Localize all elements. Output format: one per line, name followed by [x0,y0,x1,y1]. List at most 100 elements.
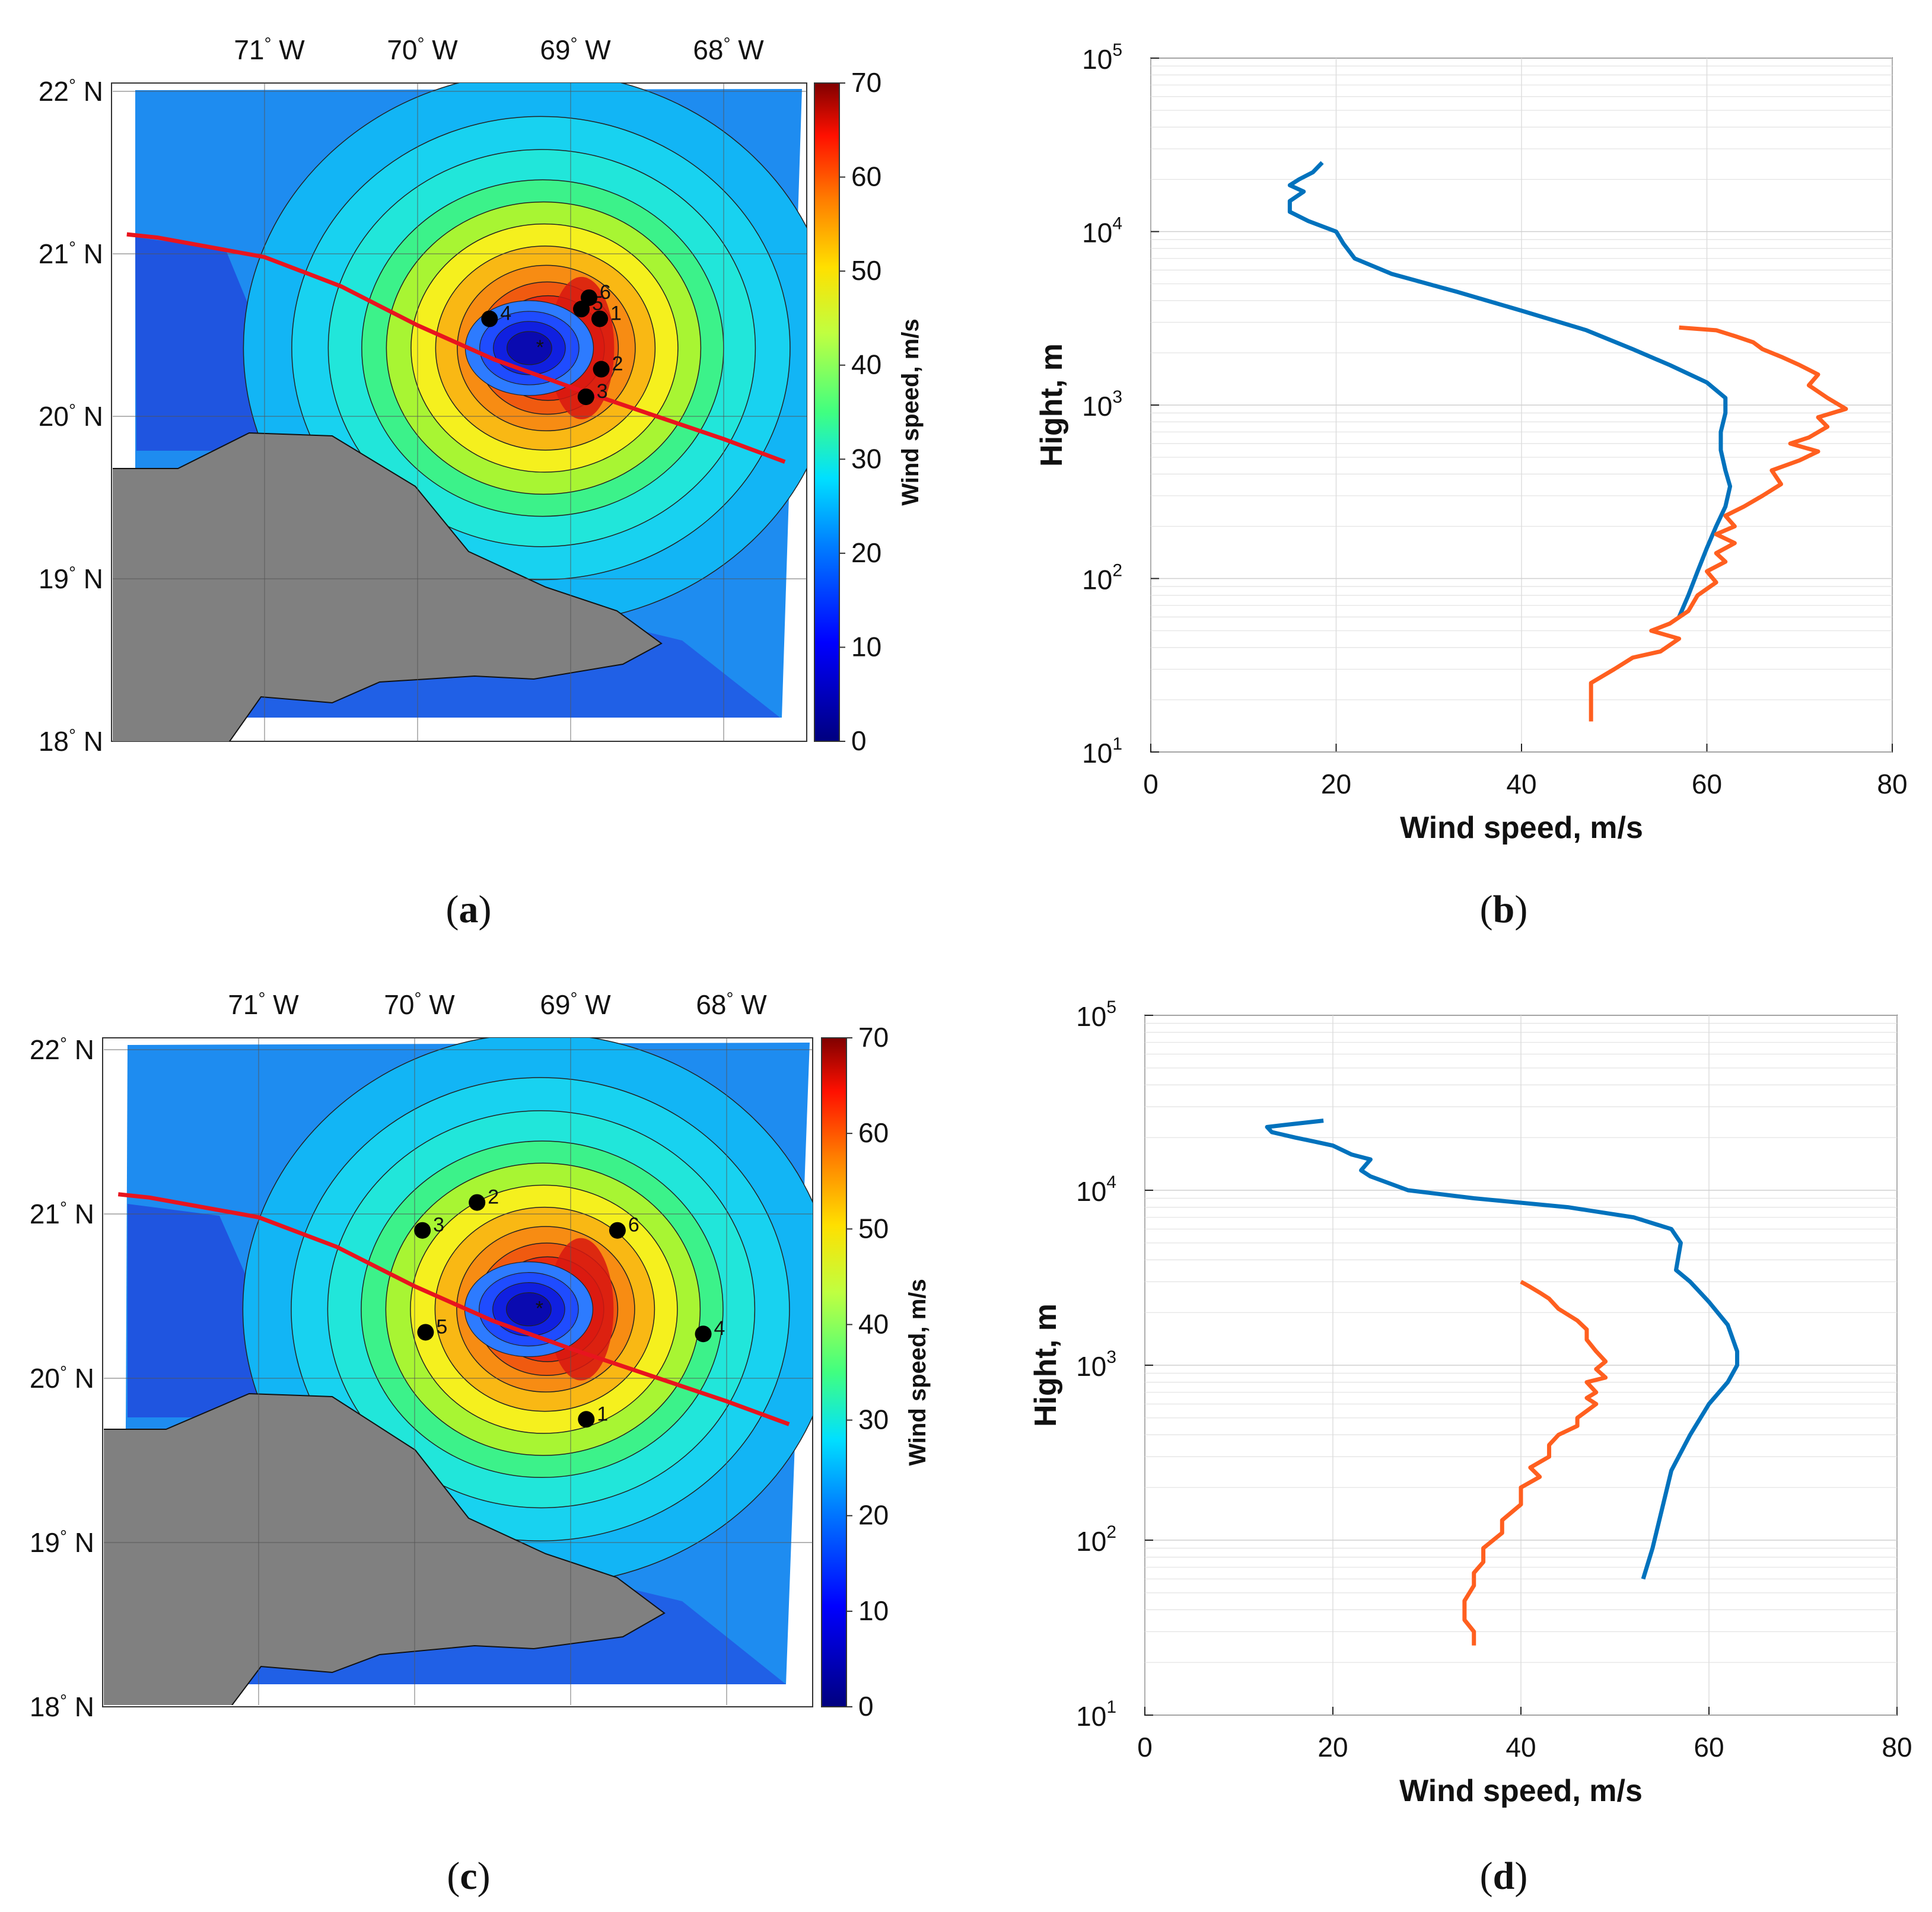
panel-c-map: * 1 2 3 4 5 6 71° W 70° W 69° W 68° W 22° N 21° N 20°… [30,989,931,1722]
lat-tick-label: 20° N [39,401,103,432]
colorbar-tick-label: 30 [858,1404,889,1435]
colorbar [814,82,840,742]
lat-tick-label: 19° N [39,563,103,594]
lon-tick-label: 68° W [696,989,767,1020]
sample-point-label-2: 2 [488,1186,499,1209]
colorbar-tick-label: 60 [851,161,881,192]
x-tick-label: 80 [1877,769,1907,799]
series-blue-line [1287,161,1733,618]
x-tick-label: 0 [1137,1732,1153,1763]
sample-point-label-6: 6 [628,1214,639,1237]
series-orange-line [1462,1280,1608,1646]
sample-point-label-3: 3 [597,380,608,403]
y-tick-label: 102 [1082,561,1122,595]
sample-point-5 [417,1324,434,1341]
sample-point-3 [577,388,594,406]
sample-point-label-4: 4 [714,1317,725,1340]
sample-point-4 [481,310,498,327]
storm-track-line [117,1192,790,1426]
sample-point-label-2: 2 [612,353,623,375]
y-tick-label: 103 [1082,387,1122,422]
x-axis-label: Wind speed, m/s [1400,811,1643,845]
sample-point-3 [414,1222,431,1239]
sample-point-2 [593,361,610,378]
x-tick-label: 60 [1692,769,1722,799]
land-hispaniola [113,432,663,741]
lon-tick-label: 69° W [540,34,611,65]
y-tick-label: 102 [1076,1522,1116,1557]
lat-tick-label: 20° N [30,1363,94,1394]
lon-tick-label: 71° W [228,989,299,1020]
colorbar-tick-label: 10 [858,1595,889,1626]
map-field: * 1 2 3 4 5 6 [104,1038,813,1705]
land-hispaniola [104,1392,666,1705]
lon-tick-label: 69° W [540,989,611,1020]
sample-point-2 [469,1194,486,1211]
lat-tick-label: 19° N [30,1527,94,1558]
y-tick-label: 105 [1076,998,1116,1032]
colorbar-tick-label: 20 [858,1500,889,1531]
sample-point-4 [695,1325,712,1343]
lon-tick-label: 70° W [384,989,455,1020]
x-tick-label: 20 [1321,769,1351,799]
sample-point-label-5: 5 [436,1315,447,1338]
colorbar-tick-label: 40 [858,1308,889,1339]
eye-ring-4 [507,331,552,365]
colorbar-label: Wind speed, m/s [905,1279,931,1465]
y-tick-label: 104 [1076,1172,1116,1207]
storm-center-marker: * [536,336,544,359]
lat-tick-label: 21° N [39,238,103,269]
sample-point-label-6: 6 [600,281,611,304]
panel-c-caption: (c) [447,1854,490,1898]
colorbar-tick-label: 0 [858,1691,874,1722]
colorbar-tick-label: 0 [851,725,867,756]
storm-track-line [126,232,786,464]
lat-tick-label: 22° N [39,76,103,107]
y-tick-label: 103 [1076,1347,1116,1382]
x-tick-label: 40 [1506,1732,1536,1763]
x-tick-label: 40 [1506,769,1536,799]
panel-a-caption: (a) [446,888,492,931]
y-axis-label: Hight, m [1029,1304,1063,1427]
sample-point-1 [578,1411,595,1428]
colorbar-tick-label: 40 [851,349,881,380]
x-tick-label: 80 [1882,1732,1912,1763]
lat-tick-label: 22° N [30,1034,94,1065]
panel-b-caption: (b) [1480,888,1528,931]
sample-point-label-3: 3 [433,1214,444,1237]
x-tick-label: 20 [1317,1732,1348,1763]
panel-b-profile: 0 20 40 60 80 101 102 103 104 105 Wind speed, m/s H… [1035,40,1908,845]
lon-tick-label: 70° W [387,34,458,65]
y-tick-label: 105 [1082,40,1122,75]
sample-point-label-1: 1 [597,1403,608,1425]
lon-tick-label: 71° W [234,34,305,65]
y-axis-label: Hight, m [1035,343,1069,467]
panel-d-profile: 0 20 40 60 80 101 102 103 104 105 Wind speed, m/s H… [1029,998,1912,1808]
series-orange-line [1589,325,1848,722]
sample-point-6 [609,1222,626,1239]
lat-tick-label: 21° N [30,1199,94,1229]
lat-tick-label: 18° N [30,1691,94,1722]
x-tick-label: 0 [1143,769,1158,799]
colorbar-tick-label: 50 [858,1213,889,1244]
y-tick-label: 101 [1082,734,1122,769]
storm-center-marker: * [536,1298,543,1320]
colorbar-tick-label: 50 [851,255,881,286]
colorbar-tick-label: 10 [851,631,881,662]
colorbar-tick-label: 20 [851,537,881,568]
sample-point-6 [580,289,597,306]
sample-point-label-4: 4 [500,302,511,325]
colorbar-tick-label: 70 [858,1022,889,1053]
sample-point-label-1: 1 [610,302,622,325]
x-axis-label: Wind speed, m/s [1399,1774,1643,1808]
panel-d-caption: (d) [1480,1854,1528,1898]
y-tick-label: 104 [1082,214,1122,248]
y-tick-label: 101 [1076,1697,1116,1732]
colorbar-tick-label: 30 [851,443,881,474]
series-blue-line [1265,1118,1740,1580]
colorbar-tick-label: 60 [858,1117,889,1148]
lon-tick-label: 68° W [693,34,764,65]
